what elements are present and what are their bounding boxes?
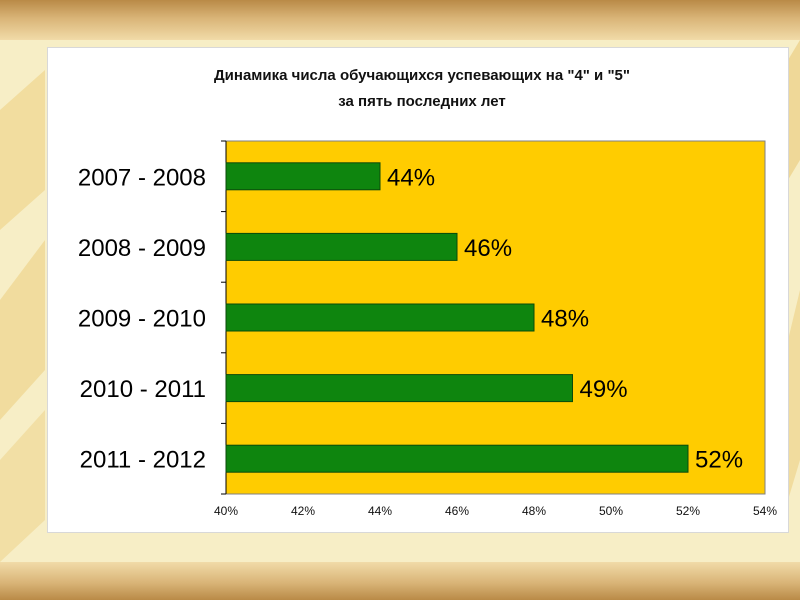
data-label: 46% [464,235,512,262]
value-labels: 44% 46% 48% 49% 52% [387,164,743,473]
slide-background-decoration [0,40,800,562]
bar [225,444,689,473]
x-axis-ticks: 40% 42% 44% 46% 48% 50% 52% 54% [214,140,777,518]
x-tick-label: 40% [214,504,238,518]
x-tick-label: 52% [676,504,700,518]
category-label: 2008 - 2009 [78,235,206,262]
category-label: 2010 - 2011 [80,376,206,403]
chart-title: Динамика числа обучающихся успевающих на… [214,67,630,84]
bar [225,162,381,191]
x-tick-label: 42% [291,504,315,518]
slide-bottom-band [0,562,800,600]
category-labels: 2007 - 2008 2008 - 2009 2009 - 2010 2010 - … [78,164,206,473]
bar [225,374,573,403]
slide-top-band [0,0,800,40]
x-tick-label: 50% [599,504,623,518]
category-label: 2011 - 2012 [80,447,206,474]
x-tick-label: 48% [522,504,546,518]
data-label: 44% [387,164,435,191]
bars-group [225,162,689,473]
data-label: 48% [541,306,589,333]
x-tick-label: 46% [445,504,469,518]
bar [225,303,535,332]
x-tick-label: 44% [368,504,392,518]
bar [225,232,458,261]
x-tick-label: 54% [753,504,777,518]
category-label: 2007 - 2008 [78,164,206,191]
data-label: 49% [580,376,628,403]
bar-chart: Динамика числа обучающихся успевающих на… [78,67,777,518]
category-label: 2009 - 2010 [78,306,206,333]
chart-subtitle: за пять последних лет [338,93,506,110]
data-label: 52% [695,447,743,474]
chart-card: Динамика числа обучающихся успевающих на… [47,47,789,533]
